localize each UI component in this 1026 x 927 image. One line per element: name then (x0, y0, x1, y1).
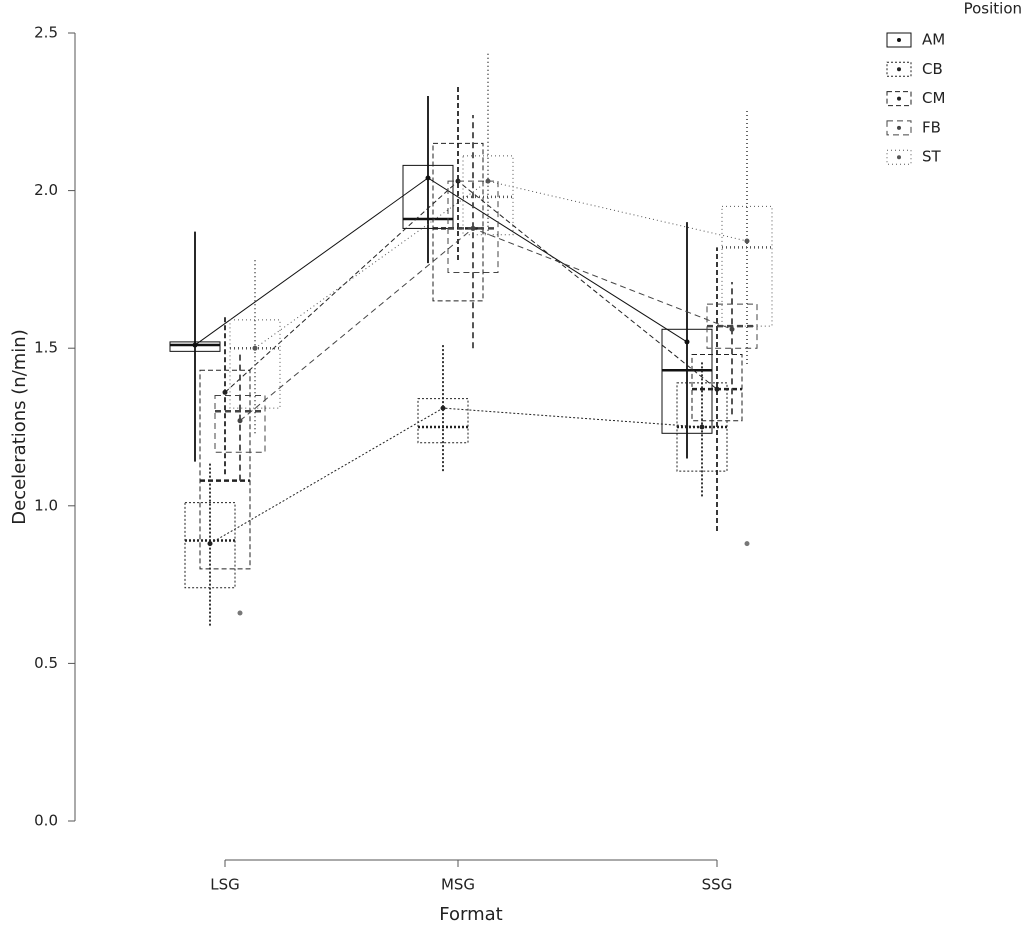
y-tick-label: 2.0 (34, 181, 58, 199)
y-tick-label: 1.0 (34, 496, 58, 514)
legend-label: AM (922, 31, 945, 49)
mean-line (194, 177, 688, 346)
legend-marker (897, 125, 901, 130)
x-tick-label: LSG (210, 876, 240, 894)
legend-label: CM (922, 89, 945, 107)
legend-swatch (886, 61, 912, 77)
mean-line (239, 227, 733, 422)
y-axis-label: Decelerations (n/min) (9, 329, 30, 524)
box (214, 394, 266, 453)
box (721, 205, 773, 327)
legend-swatch (886, 120, 912, 136)
mean-line (209, 407, 703, 545)
legend-marker (897, 155, 901, 160)
x-axis-label: Format (439, 904, 502, 925)
legend-title: Position (964, 0, 1022, 18)
box (229, 319, 281, 409)
y-tick-label: 1.5 (34, 339, 58, 357)
outlier (237, 610, 243, 616)
y-tick-label: 0.5 (34, 654, 58, 672)
legend-marker (897, 96, 901, 101)
legend-marker (897, 38, 901, 42)
mean-line (224, 180, 718, 393)
x-tick-label: SSG (702, 876, 733, 894)
legend-label: FB (922, 118, 941, 136)
legend-swatch (886, 149, 912, 165)
legend-label: ST (922, 148, 942, 166)
legend-label: CB (922, 60, 943, 78)
mean-line (254, 180, 748, 349)
y-tick-label: 2.5 (34, 24, 58, 42)
legend-swatch (886, 32, 912, 48)
box (447, 180, 499, 274)
legend-swatch (886, 91, 912, 107)
legend-marker (897, 67, 901, 72)
y-tick-label: 0.0 (34, 812, 58, 830)
box (462, 155, 514, 236)
outlier (744, 541, 750, 547)
x-tick-label: MSG (441, 876, 475, 894)
